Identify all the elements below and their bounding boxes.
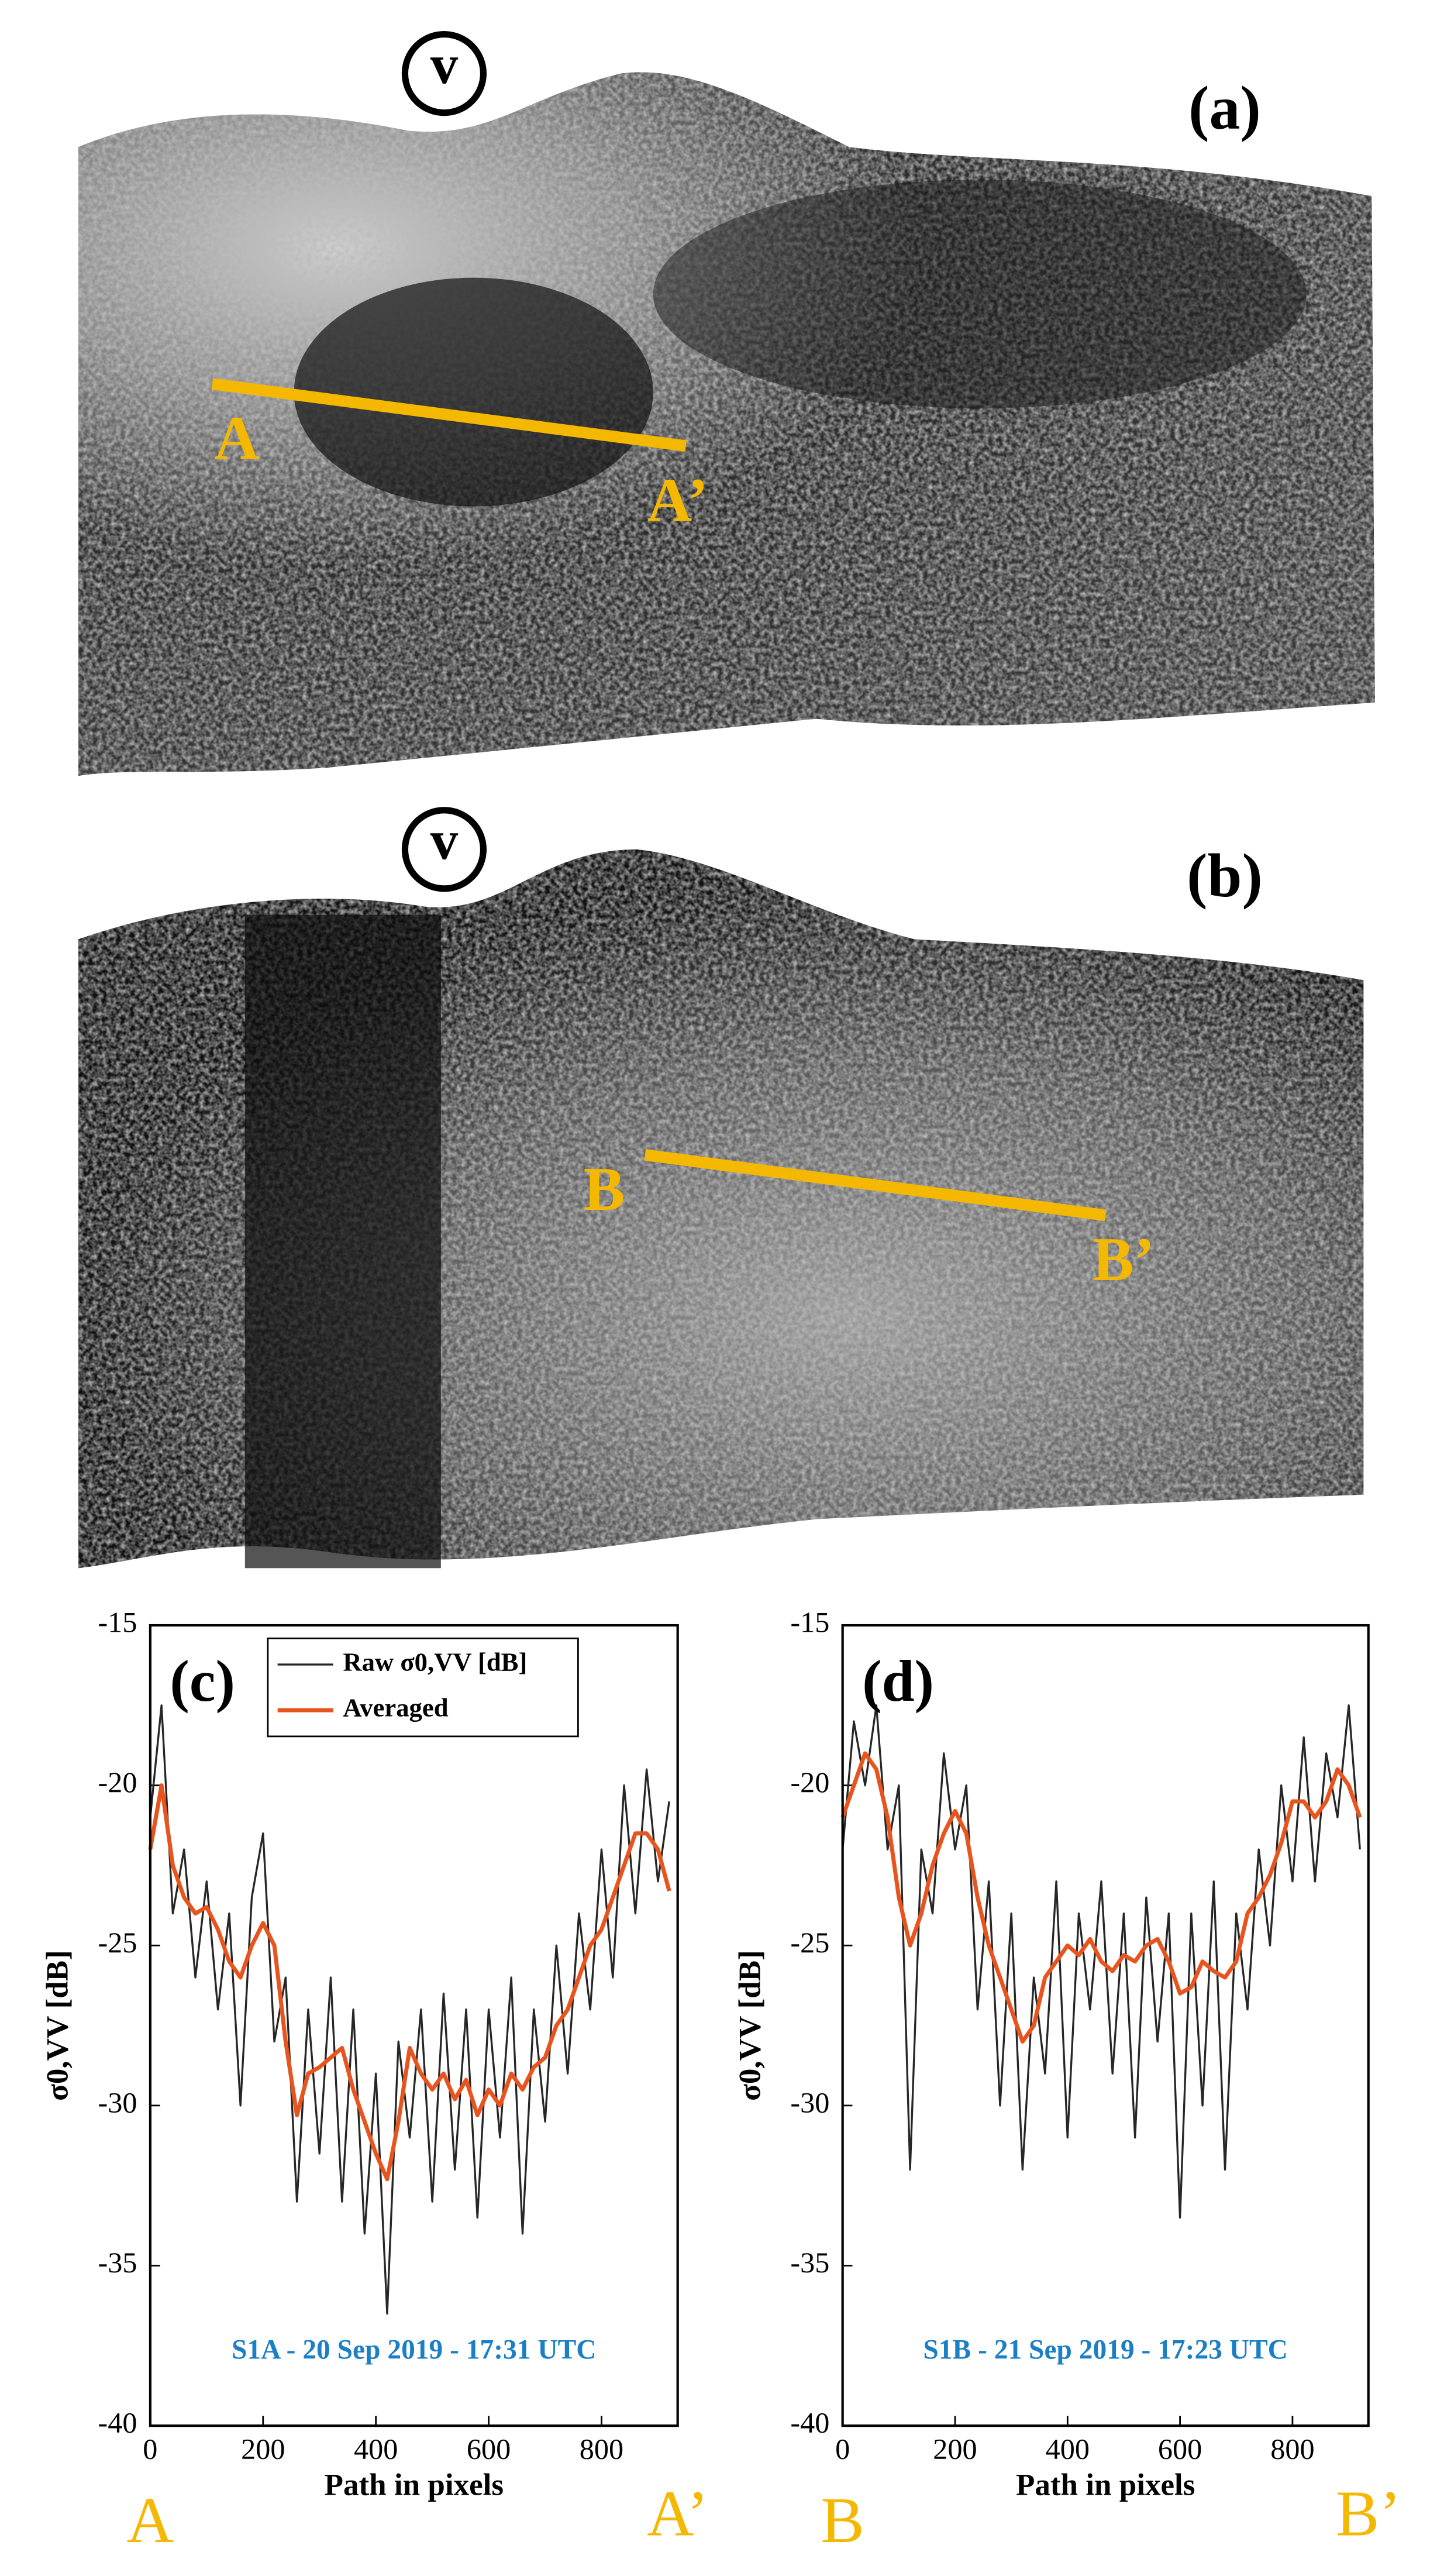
x-tick-label: 400 (1046, 2432, 1090, 2465)
y-tick-label: -30 (98, 2086, 137, 2118)
y-axis-label: σ0,VV [dB] (733, 1950, 767, 2101)
y-tick-label: -15 (790, 1606, 829, 1639)
annotation: S1A - 20 Sep 2019 - 17:31 UTC (232, 2334, 597, 2365)
vent-marker (401, 31, 487, 116)
sar-image-a (78, 72, 1375, 776)
transect-end: B’ (1093, 1225, 1155, 1294)
transect-start: B (584, 1154, 625, 1223)
x-tick-label: 400 (354, 2432, 398, 2465)
x-axis-label: Path in pixels (1016, 2468, 1195, 2502)
y-tick-label: -20 (98, 1766, 137, 1798)
plot-area (842, 1625, 1369, 2426)
y-tick-label: -30 (790, 2086, 829, 2118)
y-tick-label: -35 (790, 2246, 829, 2279)
x-tick-label: 0 (835, 2432, 850, 2465)
averaged-line (840, 1751, 1362, 2044)
y-tick-label: -25 (790, 1926, 829, 1959)
y-tick-label: -40 (790, 2406, 829, 2439)
raw-line (149, 1704, 670, 2315)
transect-end: A’ (647, 465, 708, 534)
y-tick-label: -15 (98, 1606, 137, 1639)
x-tick-label: 800 (580, 2432, 623, 2465)
x-tick-label: 0 (143, 2432, 157, 2465)
axes-frame (841, 1624, 1370, 2427)
legend-label: Averaged (343, 1693, 448, 1722)
end-label: B’ (1336, 2478, 1401, 2550)
panel-label: (c) (170, 1648, 235, 1714)
averaged-line (148, 1783, 671, 2182)
plot-area (150, 1625, 678, 2426)
panel-label: (a) (1188, 73, 1261, 142)
y-axis-label: σ0,VV [dB] (40, 1950, 74, 2101)
x-tick-label: 200 (933, 2432, 977, 2465)
start-label: B (821, 2484, 864, 2557)
end-label: A’ (647, 2478, 708, 2550)
axes-frame (149, 1624, 679, 2427)
sar-image-b (78, 849, 1364, 1569)
x-tick-label: 600 (467, 2432, 511, 2465)
x-axis-label: Path in pixels (325, 2468, 504, 2502)
raw-line (842, 1704, 1361, 2219)
y-tick-label: -25 (98, 1926, 137, 1959)
x-tick-label: 800 (1270, 2432, 1314, 2465)
y-tick-label: -20 (790, 1766, 829, 1798)
transect-start: A (215, 403, 260, 472)
annotation: S1B - 21 Sep 2019 - 17:23 UTC (923, 2334, 1288, 2365)
start-label: A (127, 2484, 174, 2557)
panel-label: (b) (1187, 841, 1263, 910)
vent-marker (401, 807, 487, 892)
legend-box (267, 1637, 579, 1738)
y-tick-label: -40 (98, 2406, 137, 2439)
charts: -40 -35 -30 -25 -20 -15 0 200 400 600 800 (c) S1A - … (40, 1606, 1401, 2557)
y-tick-label: -35 (98, 2246, 137, 2279)
vent-label: v (430, 33, 459, 95)
legend-label: Raw σ0,VV [dB] (343, 1647, 527, 1676)
panel-label: (d) (862, 1648, 934, 1714)
x-tick-label: 600 (1158, 2432, 1202, 2465)
x-tick-label: 200 (241, 2432, 285, 2465)
vent-label: v (430, 809, 459, 871)
